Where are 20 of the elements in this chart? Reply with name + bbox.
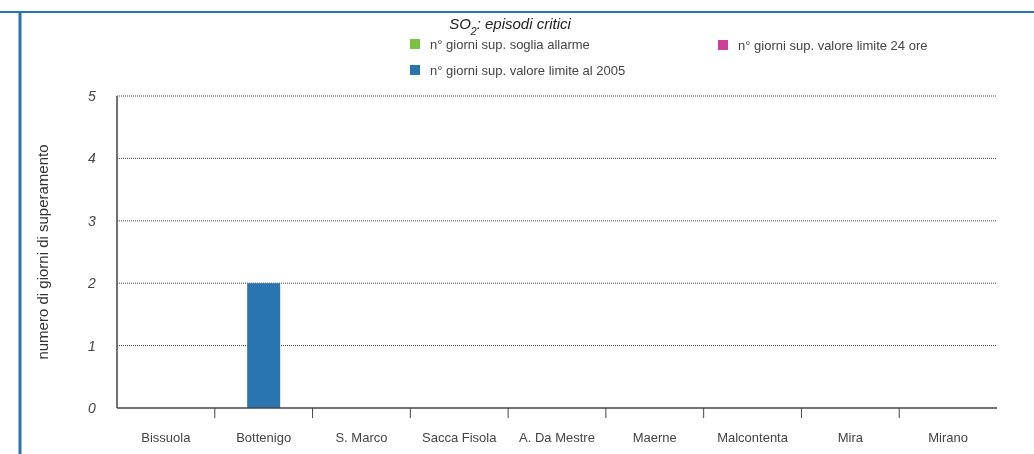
y-tick-label: 1 [88, 337, 96, 354]
x-tick-label: Mirano [928, 430, 968, 445]
legend-label: n° giorni sup. soglia allarme [430, 37, 590, 52]
x-tick-label: Sacca Fisola [422, 430, 498, 445]
x-tick-label: Maerne [632, 430, 677, 445]
x-tick-label: Bottenigo [236, 430, 292, 445]
y-tick-label: 4 [88, 150, 97, 167]
y-tick-label: 3 [88, 212, 97, 229]
y-axis-title: numero di giorni di superamento [34, 144, 51, 360]
x-tick-label: A. Da Mestre [519, 430, 595, 445]
x-tick-label: Malcontenta [717, 430, 789, 445]
legend-label: n° giorni sup. valore limite al 2005 [430, 63, 626, 78]
y-tick-label: 5 [88, 87, 97, 104]
legend-label: n° giorni sup. valore limite 24 ore [738, 38, 928, 53]
x-tick-label: S. Marco [335, 430, 388, 445]
y-tick-label: 0 [88, 399, 97, 416]
chart-title: SO$_{2}$: episodi critici [449, 15, 572, 37]
y-tick-label: 2 [87, 275, 97, 292]
x-tick-label: Bissuola [141, 430, 192, 445]
x-tick-label: Mira [837, 430, 864, 445]
